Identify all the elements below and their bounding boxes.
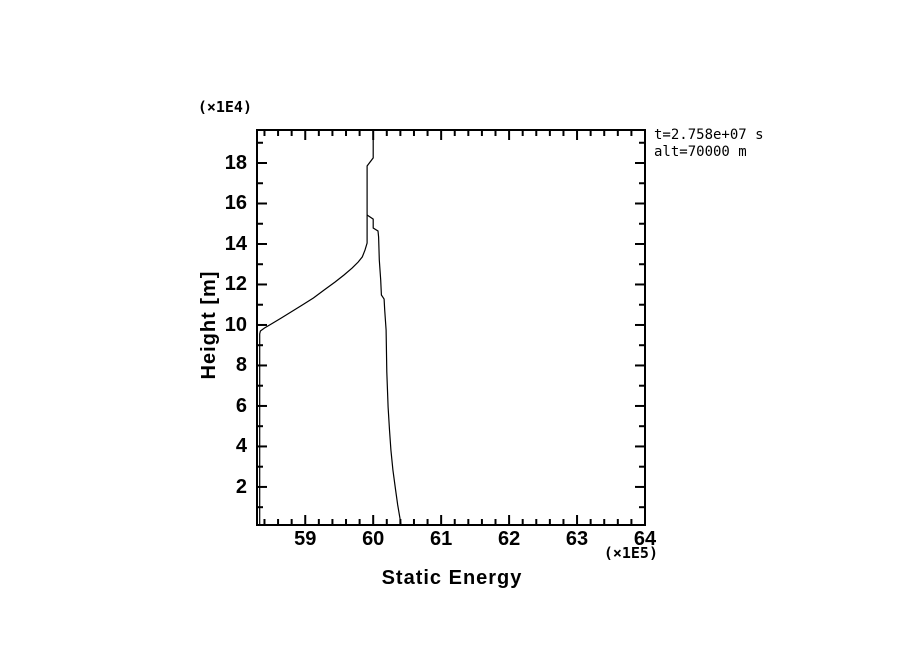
x-tick-label: 64	[633, 528, 657, 550]
y-tick-label: 4	[235, 435, 247, 458]
series-static-energy-profile-right-branch	[366, 214, 402, 526]
x-tick-label: 63	[565, 528, 589, 550]
y-tick-label: 12	[224, 273, 247, 296]
y-tick-label: 2	[235, 475, 247, 498]
annotation-altitude: alt=70000 m	[654, 144, 747, 160]
x-tick-label: 60	[362, 528, 385, 550]
x-tick-label: 59	[294, 528, 317, 550]
x-axis-title: Static Energy	[381, 567, 523, 589]
plot-frame	[256, 129, 646, 526]
plot-annotations: t=2.758e+07 s alt=70000 m	[654, 127, 764, 161]
y-tick-label: 14	[224, 232, 247, 255]
y-tick-label: 8	[235, 354, 247, 377]
annotation-time: t=2.758e+07 s	[654, 127, 764, 143]
y-axis-unit-note: (×1E4)	[197, 98, 252, 116]
series-static-energy-profile-main	[259, 130, 374, 525]
x-axis-unit-note: (×1E5)	[603, 544, 658, 562]
y-tick-label: 6	[235, 394, 247, 417]
y-tick-label: 10	[224, 313, 247, 336]
x-tick-label: 61	[430, 528, 453, 550]
x-tick-label: 62	[497, 528, 521, 550]
y-tick-label: 18	[224, 152, 247, 174]
y-tick-label: 16	[224, 192, 247, 215]
